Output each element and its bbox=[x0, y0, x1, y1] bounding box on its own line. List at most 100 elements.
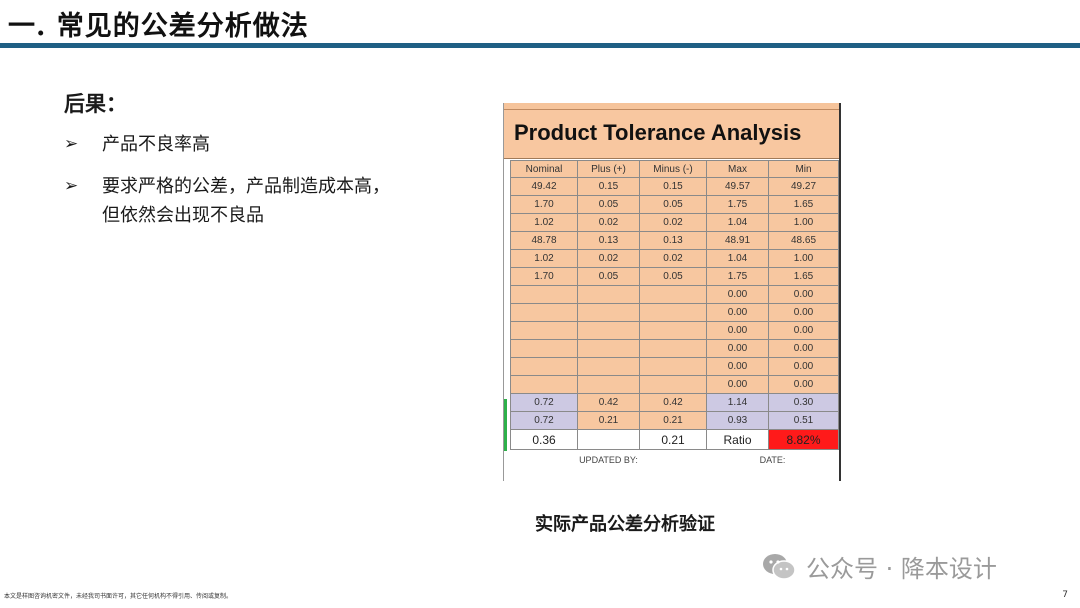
bullet-arrow-icon: ➢ bbox=[64, 176, 79, 196]
table-row: 0.00 0.00 bbox=[510, 285, 839, 304]
table-cell: 1.14 bbox=[706, 393, 769, 412]
table-cell: 8.82% bbox=[768, 429, 839, 450]
table-cell: 48.65 bbox=[768, 231, 839, 250]
table-row: 49.42 0.15 0.15 49.57 49.27 bbox=[510, 177, 839, 196]
column-header: Min bbox=[768, 160, 839, 178]
table-cell: 1.04 bbox=[706, 249, 769, 268]
table-cell bbox=[577, 321, 640, 340]
table-cell: 0.05 bbox=[639, 267, 707, 286]
table-cell: 1.75 bbox=[706, 267, 769, 286]
table-cell: 0.21 bbox=[639, 411, 707, 430]
table-cell: 0.13 bbox=[639, 231, 707, 250]
table-cell: 1.02 bbox=[510, 213, 578, 232]
table-cell bbox=[577, 357, 640, 376]
table-cell bbox=[639, 339, 707, 358]
table-cell: 0.21 bbox=[639, 429, 707, 450]
table-cell: 1.00 bbox=[768, 213, 839, 232]
column-header: Plus (+) bbox=[577, 160, 640, 178]
footer-row: UPDATED BY: DATE: bbox=[511, 450, 839, 471]
wechat-icon bbox=[762, 553, 796, 581]
column-header: Max bbox=[706, 160, 769, 178]
table-cell: 0.13 bbox=[577, 231, 640, 250]
table-cell: 0.51 bbox=[768, 411, 839, 430]
updated-by-label: UPDATED BY: bbox=[579, 455, 638, 465]
selection-edge bbox=[504, 399, 507, 451]
table-cell bbox=[510, 339, 578, 358]
table-header-row: Nominal Plus (+) Minus (-) Max Min bbox=[510, 160, 839, 178]
table-row: 0.00 0.00 bbox=[510, 339, 839, 358]
sheet-right-border bbox=[839, 103, 841, 481]
bullet-text: 要求严格的公差，产品制造成本高，但依然会出现不良品 bbox=[102, 176, 390, 226]
table-cell: 1.70 bbox=[510, 195, 578, 214]
summary-row: 0.72 0.42 0.42 1.14 0.30 bbox=[510, 393, 839, 412]
tolerance-table: Nominal Plus (+) Minus (-) Max Min 49.42… bbox=[510, 160, 839, 470]
table-cell: 49.57 bbox=[706, 177, 769, 196]
figure-caption: 实际产品公差分析验证 bbox=[535, 514, 715, 535]
table-cell: 0.00 bbox=[706, 339, 769, 358]
table-cell: 0.15 bbox=[639, 177, 707, 196]
table-row: 0.00 0.00 bbox=[510, 375, 839, 394]
bullet-arrow-icon: ➢ bbox=[64, 134, 79, 154]
table-cell bbox=[639, 321, 707, 340]
table-cell bbox=[639, 375, 707, 394]
table-cell bbox=[577, 375, 640, 394]
table-cell bbox=[639, 285, 707, 304]
table-cell bbox=[577, 429, 640, 450]
page-number: 7 bbox=[1062, 590, 1068, 600]
table-cell: 0.00 bbox=[706, 303, 769, 322]
table-cell: 0.42 bbox=[577, 393, 640, 412]
table-cell: 0.72 bbox=[510, 411, 578, 430]
date-label: DATE: bbox=[759, 455, 786, 465]
table-cell: 1.02 bbox=[510, 249, 578, 268]
table-cell: 1.04 bbox=[706, 213, 769, 232]
sheet-title-band: Product Tolerance Analysis bbox=[504, 110, 840, 159]
table-cell: 0.72 bbox=[510, 393, 578, 412]
table-cell bbox=[577, 303, 640, 322]
table-cell: 0.02 bbox=[639, 213, 707, 232]
table-cell: Ratio bbox=[706, 429, 769, 450]
table-row: 0.00 0.00 bbox=[510, 357, 839, 376]
table-row: 1.70 0.05 0.05 1.75 1.65 bbox=[510, 195, 839, 214]
sheet-title: Product Tolerance Analysis bbox=[514, 120, 802, 145]
table-cell: 1.65 bbox=[768, 195, 839, 214]
table-cell: 0.21 bbox=[577, 411, 640, 430]
table-cell bbox=[639, 357, 707, 376]
table-cell bbox=[510, 321, 578, 340]
table-cell bbox=[577, 285, 640, 304]
title-divider bbox=[0, 43, 1080, 48]
table-cell bbox=[510, 285, 578, 304]
sheet-top-band bbox=[504, 103, 840, 110]
table-cell: 0.00 bbox=[768, 303, 839, 322]
disclaimer-text: 本文是样图咨询机密文件，未经我司书面许可，其它任何机构不得引用、传阅或复制。 bbox=[4, 593, 233, 600]
table-row: 0.00 0.00 bbox=[510, 303, 839, 322]
table-cell: 49.42 bbox=[510, 177, 578, 196]
table-cell bbox=[510, 357, 578, 376]
watermark-text: 公众号 · 降本设计 bbox=[806, 555, 997, 583]
column-header: Minus (-) bbox=[639, 160, 707, 178]
slide-title: 一. 常见的公差分析做法 bbox=[8, 11, 309, 42]
table-cell: 0.05 bbox=[577, 195, 640, 214]
table-cell: 48.78 bbox=[510, 231, 578, 250]
table-cell: 0.00 bbox=[706, 321, 769, 340]
table-cell: 1.75 bbox=[706, 195, 769, 214]
bullet-text: 产品不良率高 bbox=[102, 134, 210, 155]
table-cell: 0.42 bbox=[639, 393, 707, 412]
table-cell: 0.02 bbox=[577, 249, 640, 268]
table-cell: 0.15 bbox=[577, 177, 640, 196]
table-cell: 49.27 bbox=[768, 177, 839, 196]
column-header: Nominal bbox=[510, 160, 578, 178]
table-cell: 0.00 bbox=[768, 285, 839, 304]
table-cell: 0.00 bbox=[768, 357, 839, 376]
table-row: 1.70 0.05 0.05 1.75 1.65 bbox=[510, 267, 839, 286]
table-row: 48.78 0.13 0.13 48.91 48.65 bbox=[510, 231, 839, 250]
table-cell: 0.05 bbox=[577, 267, 640, 286]
table-cell: 0.93 bbox=[706, 411, 769, 430]
table-cell: 0.02 bbox=[639, 249, 707, 268]
watermark: 公众号 · 降本设计 bbox=[762, 549, 997, 584]
table-cell: 0.02 bbox=[577, 213, 640, 232]
table-cell bbox=[639, 303, 707, 322]
table-cell: 1.65 bbox=[768, 267, 839, 286]
table-cell bbox=[510, 375, 578, 394]
table-row: 0.00 0.00 bbox=[510, 321, 839, 340]
table-row: 1.02 0.02 0.02 1.04 1.00 bbox=[510, 213, 839, 232]
